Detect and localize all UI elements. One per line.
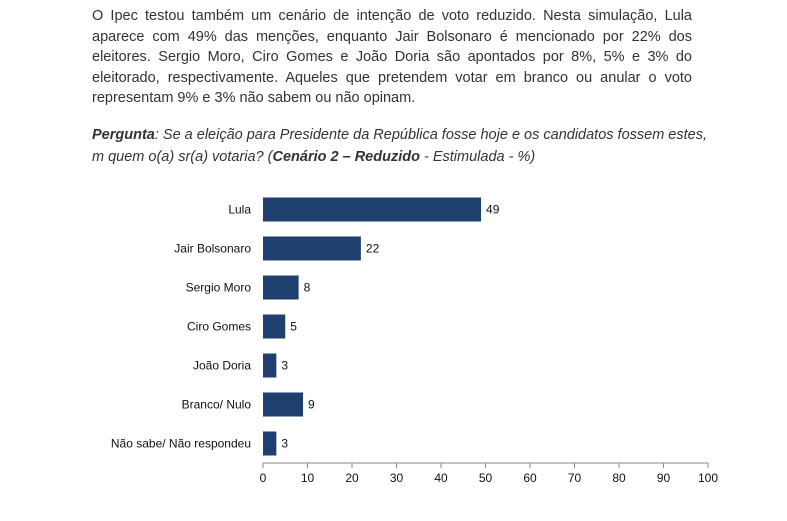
bar-0	[263, 197, 482, 222]
category-label-0: Lula	[228, 203, 251, 217]
data-label-2: 8	[304, 281, 311, 295]
bar-2	[263, 275, 299, 300]
category-label-1: Jair Bolsonaro	[174, 242, 251, 256]
question-separator: :	[154, 127, 163, 143]
category-label-5: Branco/ Nulo	[182, 398, 252, 412]
bar-4	[263, 353, 277, 378]
data-label-6: 3	[281, 437, 288, 451]
x-tick-label-7: 70	[568, 471, 582, 485]
x-tick-label-8: 80	[612, 471, 626, 485]
x-tick-label-4: 40	[434, 471, 448, 485]
x-tick-label-10: 100	[698, 471, 718, 485]
data-label-1: 22	[366, 242, 380, 256]
x-tick-label-6: 60	[523, 471, 537, 485]
question-body-1: Se a eleição para Presidente da Repúblic…	[92, 127, 707, 165]
x-tick-label-9: 90	[657, 471, 671, 485]
category-label-6: Não sabe/ Não respondeu	[111, 437, 251, 451]
bar-3	[263, 314, 286, 339]
data-label-0: 49	[486, 203, 500, 217]
x-tick-label-0: 0	[260, 471, 267, 485]
question-label: Pergunta	[92, 127, 155, 143]
x-tick-label-1: 10	[301, 471, 315, 485]
data-label-4: 3	[281, 359, 288, 373]
x-tick-label-5: 50	[479, 471, 493, 485]
data-label-3: 5	[290, 320, 297, 334]
question-text: Pergunta: Se a eleição para Presidente d…	[92, 124, 712, 168]
x-tick-label-3: 30	[390, 471, 404, 485]
x-tick-label-2: 20	[345, 471, 359, 485]
intro-paragraph: O Ipec testou também um cenário de inten…	[92, 8, 692, 106]
bar-6	[263, 431, 277, 456]
category-label-4: João Doria	[193, 359, 251, 373]
category-label-3: Ciro Gomes	[187, 320, 251, 334]
question-scenario: Cenário 2 – Reduzido	[272, 149, 420, 165]
category-label-2: Sergio Moro	[186, 281, 252, 295]
bar-1	[263, 236, 361, 261]
question-body-2: - Estimulada - %)	[419, 149, 536, 165]
bar-5	[263, 392, 304, 417]
data-label-5: 9	[308, 398, 315, 412]
